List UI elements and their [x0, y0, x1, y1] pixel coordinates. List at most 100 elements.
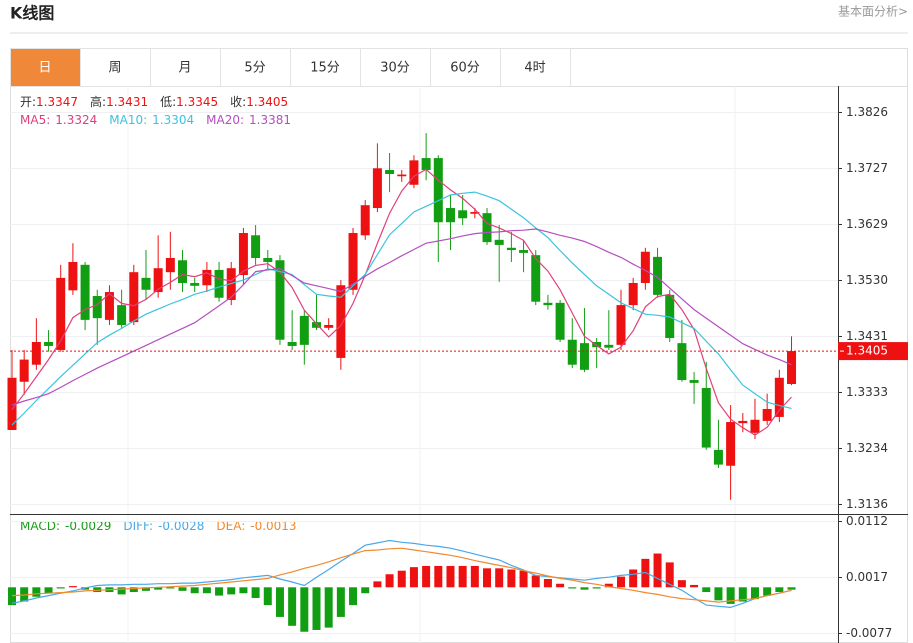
- macd-bar: [312, 587, 321, 630]
- candle-body: [774, 377, 784, 417]
- macd-bar: [738, 587, 747, 602]
- candle-body: [141, 277, 151, 290]
- y-tick-label: -0.0077: [846, 626, 892, 640]
- ma-line: [11, 191, 792, 426]
- legend-value: 1.3347: [36, 95, 78, 109]
- y-tick-label: 1.3530: [846, 273, 888, 287]
- y-tick-label: 1.3727: [846, 161, 888, 175]
- y-tick-label: 0.0112: [846, 514, 888, 528]
- macd-bar: [690, 584, 699, 588]
- y-tick-label: 1.3826: [846, 105, 888, 119]
- tab-label[interactable]: 日: [38, 61, 51, 76]
- tab[interactable]: [150, 48, 221, 87]
- tab-label[interactable]: 周: [108, 61, 121, 76]
- candle-body: [738, 420, 748, 424]
- candle-body: [506, 247, 516, 251]
- macd-bar: [568, 587, 577, 589]
- candle-body: [409, 160, 419, 185]
- candle-body: [543, 302, 553, 306]
- legend-label: 低:: [160, 95, 176, 109]
- macd-bar: [190, 587, 199, 594]
- macd-bar: [580, 587, 589, 590]
- candle-body: [592, 342, 602, 348]
- candle-body: [555, 302, 565, 340]
- candle-body: [470, 212, 480, 214]
- macd-line: [11, 539, 792, 609]
- macd-bar: [422, 565, 431, 588]
- macd-bar: [288, 587, 297, 626]
- candle-body: [312, 322, 321, 328]
- last-price-label: 1.3405: [846, 344, 888, 358]
- legend-value: 1.3345: [176, 95, 218, 109]
- tab-label[interactable]: 15分: [310, 61, 340, 76]
- macd-bar: [714, 587, 723, 601]
- macd-bar: [677, 580, 686, 588]
- macd-bar: [361, 587, 370, 594]
- candle-body: [287, 342, 297, 346]
- y-tick-label: 1.3333: [846, 385, 888, 399]
- macd-bar: [434, 565, 443, 588]
- tab-label[interactable]: 30分: [380, 61, 410, 76]
- tab[interactable]: [430, 48, 501, 87]
- macd-bar: [227, 587, 236, 595]
- macd-bar: [446, 565, 455, 588]
- candle-body: [190, 282, 200, 286]
- candle-body: [56, 277, 66, 350]
- legend-label: DEA:: [216, 519, 245, 533]
- candle-body: [701, 387, 711, 448]
- macd-bar: [775, 587, 784, 593]
- macd-bar: [117, 587, 126, 595]
- macd-bar: [787, 587, 796, 590]
- candle-body: [653, 256, 663, 295]
- candle-body: [433, 158, 443, 223]
- y-tick-label: 0.0017: [846, 570, 888, 584]
- tab-label[interactable]: 月: [178, 61, 191, 76]
- macd-bar: [531, 575, 540, 588]
- ma-legend: MA5: 1.3324 MA10: 1.3304 MA20: 1.3381: [20, 113, 291, 127]
- macd-bar: [349, 587, 358, 606]
- candle-body: [178, 260, 188, 283]
- macd-bar: [166, 587, 175, 589]
- macd-bar: [470, 565, 479, 588]
- tab-label[interactable]: 4时: [524, 61, 545, 76]
- fundamental-link[interactable]: 基本面分析>: [838, 5, 908, 19]
- macd-bar: [409, 567, 418, 588]
- y-tick-label: 1.3234: [846, 441, 888, 455]
- macd-bar: [141, 587, 150, 591]
- macd-bar: [154, 587, 163, 590]
- macd-bar: [543, 579, 552, 588]
- candle-body: [567, 339, 577, 365]
- macd-bar: [300, 587, 309, 632]
- macd-bar: [263, 587, 272, 606]
- tab[interactable]: [10, 48, 81, 87]
- legend-label: MA5:: [20, 113, 50, 127]
- tab[interactable]: [80, 48, 151, 87]
- candle-body: [713, 449, 723, 465]
- macd-bar: [507, 569, 516, 588]
- candle-body: [397, 174, 407, 177]
- candle-body: [275, 260, 285, 340]
- candle-body: [579, 343, 589, 370]
- tab[interactable]: [360, 48, 431, 87]
- candle-body: [372, 168, 382, 209]
- candle-body: [482, 213, 492, 243]
- candle-body: [299, 315, 309, 345]
- legend-label: MACD:: [20, 519, 60, 533]
- candle-body: [360, 205, 370, 236]
- candle-body: [324, 324, 334, 328]
- candle-body: [640, 251, 650, 283]
- legend-value: 1.3431: [106, 95, 148, 109]
- tab[interactable]: [290, 48, 361, 87]
- candle-body: [238, 233, 248, 276]
- macd-bar: [385, 574, 394, 588]
- legend-label: MA10:: [109, 113, 147, 127]
- macd-bar: [519, 570, 528, 588]
- tab[interactable]: [500, 48, 571, 87]
- candle-body: [153, 268, 163, 293]
- candle-body: [726, 422, 736, 466]
- macd-bar: [556, 583, 565, 588]
- tab-label[interactable]: 5分: [244, 61, 265, 76]
- tab-label[interactable]: 60分: [450, 61, 480, 76]
- candle-body: [202, 269, 212, 286]
- macd-bar: [653, 553, 662, 588]
